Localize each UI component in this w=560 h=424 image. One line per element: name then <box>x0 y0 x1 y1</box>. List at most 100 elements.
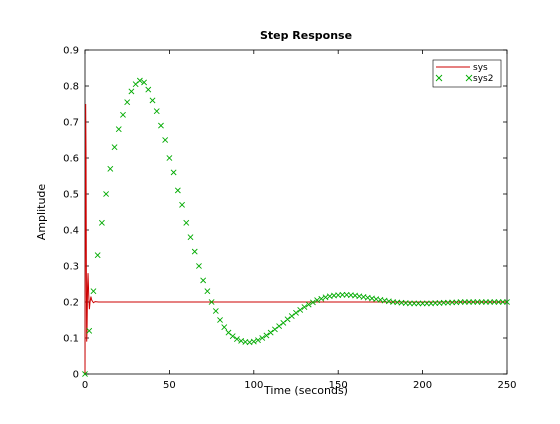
data-point-sys2 <box>234 336 240 342</box>
data-point-sys2 <box>487 299 494 305</box>
data-point-sys2 <box>297 307 304 313</box>
series-markers-sys2 <box>82 77 510 377</box>
y-tick-label: 0.3 <box>63 262 79 273</box>
data-point-sys2 <box>461 299 468 305</box>
data-point-sys2 <box>474 299 481 305</box>
data-point-sys2 <box>229 333 236 340</box>
data-point-sys2 <box>200 277 207 284</box>
data-point-sys2 <box>255 337 261 344</box>
data-point-sys2 <box>103 191 110 197</box>
x-tick-label: 150 <box>329 380 348 391</box>
data-point-sys2 <box>120 111 126 118</box>
plot-area <box>84 49 508 375</box>
data-point-sys2 <box>415 300 422 307</box>
data-point-sys2 <box>94 252 101 259</box>
y-tick-label: 0.1 <box>63 334 79 345</box>
data-point-sys2 <box>82 371 88 377</box>
y-tick-label: 0.2 <box>63 298 79 309</box>
series-layer <box>82 77 510 377</box>
data-point-sys2 <box>284 316 291 323</box>
data-point-sys2 <box>288 313 295 319</box>
series-line-sys <box>84 103 507 375</box>
data-point-sys2 <box>305 301 312 308</box>
legend-box <box>432 59 502 88</box>
data-point-sys2 <box>162 137 169 143</box>
data-point-sys2 <box>141 79 147 86</box>
data-point-sys2 <box>124 99 131 106</box>
data-point-sys2 <box>153 108 160 115</box>
data-point-sys2 <box>179 201 185 208</box>
data-point-sys2 <box>491 299 498 305</box>
data-point-sys2 <box>457 299 464 305</box>
data-point-sys2 <box>499 299 506 305</box>
data-point-sys2 <box>322 294 329 301</box>
data-point-sys2 <box>217 317 223 323</box>
data-point-sys2 <box>86 327 93 334</box>
data-point-sys2 <box>440 299 447 306</box>
data-point-sys2 <box>115 126 122 133</box>
data-point-sys2 <box>187 234 194 241</box>
data-point-sys2 <box>301 304 308 310</box>
data-point-sys2 <box>482 299 489 305</box>
data-point-sys2 <box>238 337 245 344</box>
data-point-sys2 <box>495 299 502 305</box>
data-point-sys2 <box>145 86 152 93</box>
y-tick-label: 0.8 <box>63 82 79 93</box>
data-point-sys2 <box>449 299 456 306</box>
data-point-sys2 <box>309 299 316 306</box>
y-tick-label: 0.9 <box>63 46 79 57</box>
data-point-sys2 <box>204 288 211 295</box>
data-point-sys2 <box>208 299 215 305</box>
data-point-sys2 <box>407 300 413 307</box>
x-tick-label: 200 <box>413 380 432 391</box>
data-point-sys2 <box>411 300 418 307</box>
y-tick-label: 0.6 <box>63 154 79 165</box>
data-point-sys2 <box>158 122 164 129</box>
data-point-sys2 <box>504 299 510 305</box>
data-point-sys2 <box>466 299 472 305</box>
data-point-sys2 <box>90 288 97 295</box>
data-point-sys2 <box>98 219 105 226</box>
data-point-sys2 <box>183 219 190 226</box>
data-point-sys2 <box>314 297 321 304</box>
data-point-sys2 <box>221 324 228 331</box>
y-tick-label: 0.4 <box>63 226 79 237</box>
legend-label-sys: sys <box>473 63 488 73</box>
legend-label-sys2: sys2 <box>473 74 493 84</box>
x-tick-label: 0 <box>82 380 88 391</box>
data-point-sys2 <box>276 323 283 330</box>
y-tick-label: 0.7 <box>63 118 79 129</box>
data-point-sys2 <box>432 300 439 306</box>
data-point-sys2 <box>293 309 299 316</box>
data-point-sys2 <box>170 169 177 176</box>
data-point-sys2 <box>196 263 202 269</box>
data-point-sys2 <box>174 187 181 194</box>
chart-title: Step Response <box>260 29 352 42</box>
data-point-sys2 <box>128 88 135 95</box>
data-point-sys2 <box>111 144 118 151</box>
data-point-sys2 <box>478 299 485 305</box>
x-tick-label: 100 <box>244 380 263 391</box>
data-point-sys2 <box>339 291 346 298</box>
data-point-sys2 <box>259 335 266 341</box>
data-point-sys2 <box>470 299 477 305</box>
legend-swatch-sys2 <box>435 74 473 82</box>
x-axis-label: Time (seconds) <box>263 384 348 397</box>
y-tick-label: 0 <box>73 370 79 381</box>
y-axis-label: Amplitude <box>35 184 48 241</box>
data-point-sys2 <box>267 329 274 336</box>
data-point-sys2 <box>136 77 143 84</box>
x-tick-label: 250 <box>497 380 516 391</box>
data-point-sys2 <box>250 338 257 345</box>
data-point-sys2 <box>191 248 198 255</box>
y-tick-label: 0.5 <box>63 190 79 201</box>
legend: sys sys2 <box>432 59 502 88</box>
data-point-sys2 <box>318 295 325 302</box>
data-point-sys2 <box>423 300 430 307</box>
data-point-sys2 <box>263 332 270 339</box>
data-point-sys2 <box>107 165 114 172</box>
data-point-sys2 <box>419 300 426 307</box>
data-point-sys2 <box>149 97 156 104</box>
